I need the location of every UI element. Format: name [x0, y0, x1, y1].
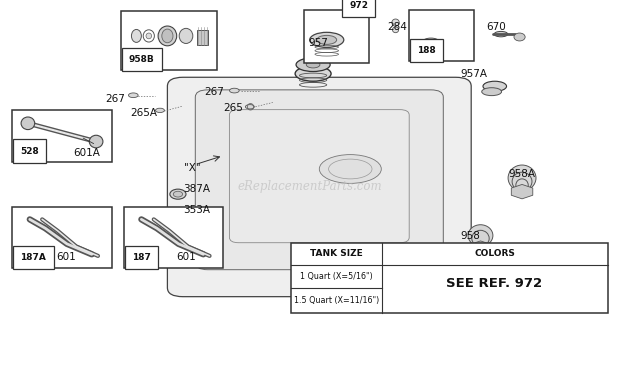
Ellipse shape: [483, 81, 507, 91]
Text: COLORS: COLORS: [474, 249, 515, 258]
Ellipse shape: [514, 33, 525, 41]
Text: 1.5 Quart (X=11/16"): 1.5 Quart (X=11/16"): [294, 296, 379, 305]
Bar: [304, 9, 369, 63]
Ellipse shape: [128, 93, 138, 97]
Text: 187A: 187A: [20, 253, 46, 262]
Ellipse shape: [468, 225, 493, 246]
Text: 1 Quart (X=5/16"): 1 Quart (X=5/16"): [300, 272, 373, 281]
Ellipse shape: [156, 108, 164, 112]
Bar: [434, 48, 443, 52]
Ellipse shape: [482, 252, 491, 256]
Text: SEE REF. 972: SEE REF. 972: [446, 277, 542, 290]
Ellipse shape: [319, 155, 381, 183]
Text: 972: 972: [349, 1, 368, 10]
Bar: [121, 11, 217, 70]
Ellipse shape: [146, 33, 151, 39]
Ellipse shape: [173, 191, 182, 197]
Ellipse shape: [472, 230, 489, 246]
Ellipse shape: [179, 28, 193, 43]
Ellipse shape: [131, 30, 141, 42]
Text: 353A: 353A: [184, 205, 211, 215]
Ellipse shape: [392, 19, 399, 26]
FancyBboxPatch shape: [195, 90, 443, 270]
FancyBboxPatch shape: [229, 110, 409, 243]
Ellipse shape: [512, 172, 532, 191]
Text: 958B: 958B: [129, 55, 155, 64]
Ellipse shape: [162, 29, 173, 43]
Ellipse shape: [423, 38, 439, 45]
Text: 265: 265: [223, 103, 243, 113]
Ellipse shape: [482, 88, 502, 96]
Text: 265A: 265A: [130, 108, 157, 118]
Text: 957: 957: [308, 38, 328, 48]
Text: 267: 267: [105, 94, 125, 104]
Text: 601A: 601A: [73, 148, 100, 158]
Ellipse shape: [306, 61, 320, 68]
Text: 601: 601: [177, 252, 197, 262]
Text: eReplacementParts.com: eReplacementParts.com: [237, 180, 383, 193]
Ellipse shape: [392, 27, 399, 33]
Ellipse shape: [296, 58, 330, 72]
Bar: [12, 207, 112, 268]
Text: 187: 187: [132, 253, 151, 262]
Ellipse shape: [246, 105, 254, 109]
Text: 958A: 958A: [508, 169, 536, 179]
Ellipse shape: [229, 88, 239, 93]
Text: 958: 958: [460, 231, 480, 241]
Ellipse shape: [310, 32, 343, 47]
Ellipse shape: [295, 66, 331, 81]
Ellipse shape: [89, 135, 103, 148]
Text: 284: 284: [388, 22, 407, 32]
Text: 267: 267: [205, 87, 224, 97]
Ellipse shape: [494, 31, 508, 37]
FancyBboxPatch shape: [167, 77, 471, 297]
Ellipse shape: [158, 26, 177, 46]
Ellipse shape: [317, 35, 337, 45]
Text: "X": "X": [184, 163, 200, 173]
Bar: [124, 207, 223, 268]
Text: 957A: 957A: [460, 69, 487, 79]
Text: 387A: 387A: [184, 184, 211, 194]
Text: 188: 188: [417, 46, 436, 55]
Text: 601: 601: [56, 252, 76, 262]
Text: TANK SIZE: TANK SIZE: [310, 249, 363, 258]
Ellipse shape: [170, 189, 186, 199]
Bar: [291, 243, 608, 313]
Text: 528: 528: [20, 147, 39, 156]
Ellipse shape: [172, 213, 184, 219]
Bar: [12, 110, 112, 162]
Bar: [409, 9, 474, 61]
Ellipse shape: [508, 165, 536, 191]
Ellipse shape: [21, 117, 35, 130]
Ellipse shape: [516, 179, 528, 192]
Text: 670: 670: [486, 22, 506, 32]
Bar: [197, 30, 208, 45]
